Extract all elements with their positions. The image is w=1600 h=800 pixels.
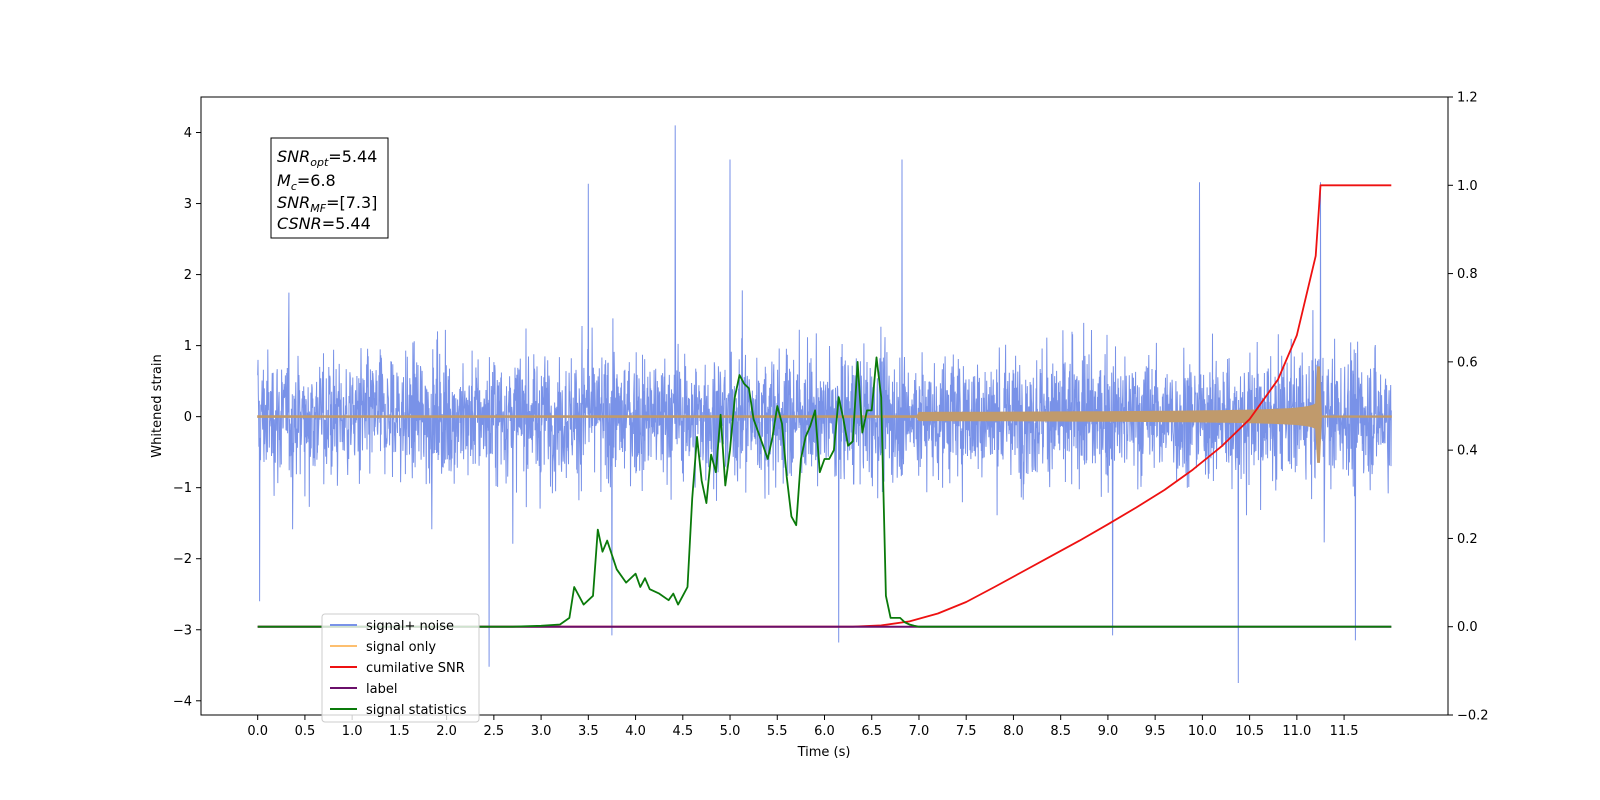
series-signal-only	[257, 366, 1392, 463]
y-tick-label: −3	[173, 623, 192, 638]
signal-statistics-line	[257, 356, 1392, 628]
legend-frame	[321, 613, 480, 723]
y2-tick-label: 0.0	[1457, 620, 1478, 635]
y2-tick-label: 0.4	[1457, 444, 1478, 459]
x-tick-label: 6.5	[861, 724, 882, 739]
annotation-mc: Mc=6.8	[277, 171, 336, 193]
x-tick-label: 1.0	[342, 724, 363, 739]
x-tick-label: 11.0	[1282, 724, 1311, 739]
x-tick-label: 11.5	[1330, 724, 1359, 739]
y-tick-label: 3	[184, 197, 192, 212]
legend-entry-cumilative-snr: cumilative SNR	[366, 661, 465, 676]
annotation-csnr: CSNR=5.44	[277, 214, 371, 233]
signal-only-line	[257, 366, 1392, 463]
annotation-snr-mf: SNRMF=[7.3]	[277, 193, 377, 215]
x-axis-ticks: 0.0 0.5 1.0 1.5 2.0 2.5 3.0 3.5 4.0 4.5 5.0 5.5 6.0 6…	[247, 715, 1359, 739]
legend-entry-label: label	[366, 682, 397, 697]
x-tick-label: 9.5	[1145, 724, 1166, 739]
x-tick-label: 5.5	[767, 724, 788, 739]
x-tick-label: 4.5	[672, 724, 693, 739]
series-cumilative-snr	[257, 184, 1392, 628]
y2-tick-label: 1.2	[1457, 91, 1478, 106]
series-signal-noise	[257, 125, 1392, 684]
y2-tick-label: 0.8	[1457, 267, 1478, 282]
x-tick-label: 2.0	[436, 724, 457, 739]
y-tick-label: 4	[184, 126, 192, 141]
y2-tick-label: −0.2	[1457, 709, 1489, 724]
x-tick-label: 8.5	[1050, 724, 1071, 739]
x-tick-label: 0.5	[295, 724, 316, 739]
x-tick-label: 3.0	[531, 724, 552, 739]
x-tick-label: 0.0	[247, 724, 268, 739]
legend-entry-signal-noise: signal+ noise	[366, 619, 454, 634]
x-tick-label: 5.0	[720, 724, 741, 739]
annotation-snr-opt: SNRopt=5.44	[277, 147, 377, 169]
x-tick-label: 10.5	[1235, 724, 1264, 739]
x-tick-label: 9.0	[1098, 724, 1119, 739]
y2-tick-label: 1.0	[1457, 179, 1478, 194]
x-tick-label: 7.5	[956, 724, 977, 739]
y-axis-ticks: 4 3 2 1 0 −1 −2 −3 −4	[173, 126, 201, 709]
series-signal-statistics	[257, 356, 1392, 628]
x-tick-label: 6.0	[814, 724, 835, 739]
x-tick-label: 1.5	[389, 724, 410, 739]
y2-tick-label: 0.2	[1457, 532, 1478, 547]
y2-tick-label: 0.6	[1457, 355, 1478, 370]
legend-entry-signal-only: signal only	[366, 640, 436, 655]
y-tick-label: −1	[173, 481, 192, 496]
annotation-box: SNRopt=5.44 Mc=6.8 SNRMF=[7.3] CSNR=5.44	[270, 137, 389, 239]
signal-noise-line	[257, 125, 1392, 684]
x-tick-label: 8.0	[1003, 724, 1024, 739]
y-tick-label: 0	[184, 410, 192, 425]
y-tick-label: 2	[184, 268, 192, 283]
y-tick-label: −4	[173, 694, 192, 709]
legend-entry-signal-statistics: signal statistics	[366, 703, 467, 718]
y2-axis-ticks: 1.2 1.0 0.8 0.6 0.4 0.2 0.0 −0.2	[1448, 91, 1489, 724]
y-tick-label: −2	[173, 552, 192, 567]
x-tick-label: 10.0	[1188, 724, 1217, 739]
cumilative-snr-line	[257, 184, 1392, 628]
x-axis-label: Time (s)	[797, 745, 851, 760]
x-tick-label: 4.0	[625, 724, 646, 739]
legend: signal+ noise signal only cumilative SNR…	[321, 613, 480, 723]
x-tick-label: 7.0	[909, 724, 930, 739]
y-axis-label: Whitened strain	[150, 354, 165, 457]
x-tick-label: 3.5	[578, 724, 599, 739]
y-tick-label: 1	[184, 339, 192, 354]
x-tick-label: 2.5	[484, 724, 505, 739]
